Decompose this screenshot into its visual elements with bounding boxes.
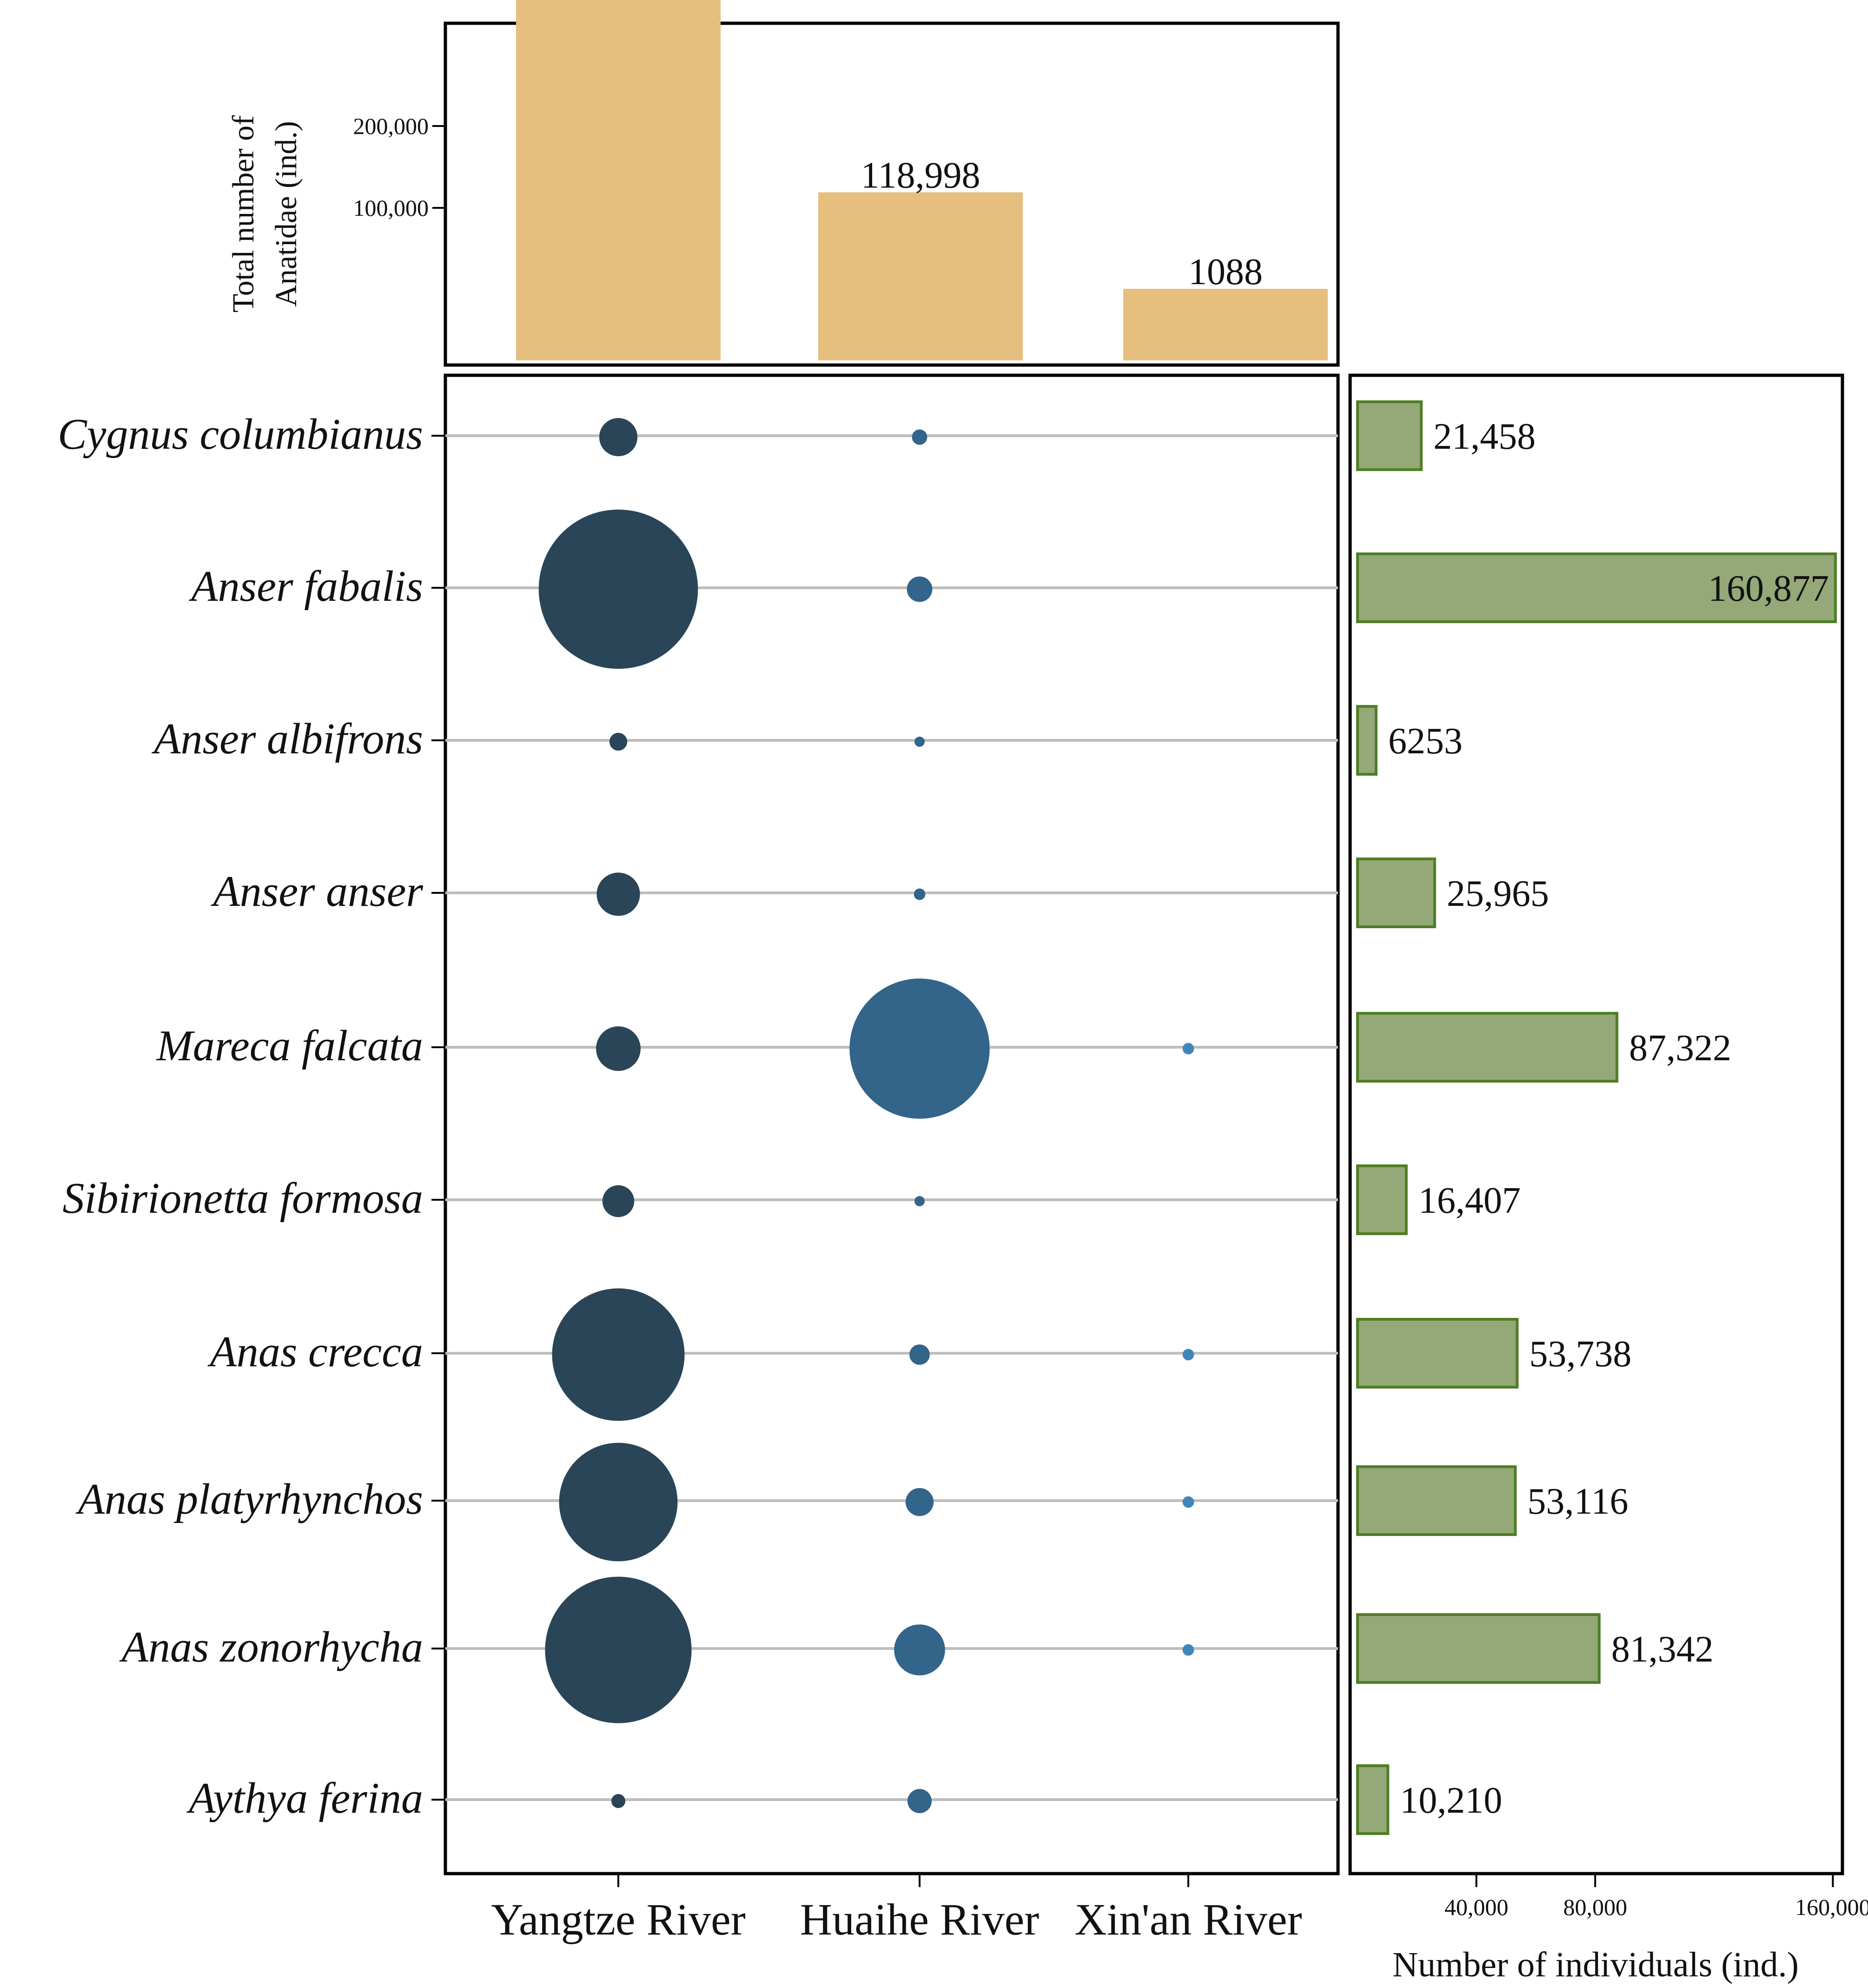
top-panel-frame	[444, 21, 1340, 367]
river-label-huaihe-river: Huaihe River	[800, 1895, 1040, 1944]
bubble-yangtze-river	[538, 509, 698, 669]
bubble-yangtze-river	[596, 872, 640, 916]
species-total-bar-chart: 21,458 160,877 6253 25,965 87,322 16,407 53,73…	[1348, 373, 1868, 1984]
species-row-sibirionetta-formosa: Sibirionetta formosa	[62, 1174, 1338, 1223]
bubble-xin-an-river	[1182, 1043, 1194, 1055]
bubble-yangtze-river	[545, 1576, 692, 1723]
species-by-river-bubble-chart: Cygnus columbianus Anser fabalis Anser alb…	[58, 373, 1340, 1944]
bubble-yangtze-river	[559, 1443, 678, 1562]
species-label: Aythya ferina	[186, 1774, 423, 1822]
species-label: Anas zonorhycha	[119, 1623, 423, 1671]
bubble-yangtze-river	[552, 1288, 685, 1421]
species-row-aythya-ferina: Aythya ferina	[186, 1774, 1338, 1822]
right-panel-frame	[1348, 373, 1844, 1875]
total-bar-value-label: 118,998	[861, 155, 980, 196]
species-label: Anser fabalis	[188, 562, 423, 611]
species-row-mareca-falcata: Mareca falcata	[156, 978, 1338, 1119]
species-total-value-label: 25,965	[1447, 873, 1549, 914]
species-row-anas-crecca: Anas crecca	[207, 1288, 1338, 1421]
bubble-huaihe-river	[914, 737, 925, 747]
species-total-value-label: 6253	[1388, 721, 1463, 762]
species-row-anas-platyrhynchos: Anas platyrhynchos	[75, 1443, 1338, 1562]
right-x-tick-label: 40,000	[1444, 1894, 1509, 1920]
total-bar-value-label: 1088	[1188, 252, 1263, 293]
species-row-anser-fabalis: Anser fabalis	[188, 509, 1338, 669]
bubble-yangtze-river	[609, 732, 628, 751]
species-row-anas-zonorhycha: Anas zonorhycha	[119, 1576, 1338, 1723]
species-total-value-label: 53,738	[1529, 1334, 1631, 1375]
species-total-value-label: 10,210	[1400, 1780, 1502, 1821]
bubble-huaihe-river	[907, 1789, 932, 1814]
species-total-bar	[1356, 1613, 1601, 1684]
total-bar-xin-an-river	[1123, 289, 1328, 360]
species-label: Sibirionetta formosa	[62, 1174, 423, 1223]
bubble-yangtze-river	[611, 1794, 626, 1808]
species-total-bar	[1356, 552, 1837, 623]
species-total-bar	[1356, 1012, 1618, 1083]
species-total-value-label: 16,407	[1418, 1180, 1521, 1221]
species-total-bar	[1356, 858, 1436, 928]
species-total-value-label: 53,116	[1527, 1481, 1628, 1522]
species-row-cygnus-columbianus: Cygnus columbianus	[58, 410, 1338, 459]
species-label: Anas crecca	[207, 1328, 423, 1376]
species-total-bar	[1356, 1465, 1517, 1536]
bubble-huaihe-river	[912, 429, 927, 445]
right-x-tick-label: 160,000	[1795, 1894, 1868, 1920]
top-y-axis-label-line2: Anatidae (ind.)	[269, 121, 303, 307]
species-row-anser-albifrons: Anser albifrons	[151, 715, 1338, 763]
river-label-xin-an-river: Xin'an River	[1074, 1895, 1302, 1944]
species-row-anser-anser: Anser anser	[210, 867, 1338, 916]
species-label: Mareca falcata	[156, 1022, 423, 1070]
bubble-huaihe-river	[905, 1488, 934, 1516]
top-y-axis-label-line1: Total number of	[226, 115, 260, 312]
bubble-yangtze-river	[596, 1026, 641, 1071]
species-total-bar	[1356, 1764, 1390, 1835]
bubble-huaihe-river	[914, 1196, 925, 1206]
bubble-huaihe-river	[909, 1344, 930, 1365]
bubble-huaihe-river	[849, 978, 990, 1119]
species-total-bar	[1356, 1164, 1408, 1235]
species-total-bar	[1356, 1318, 1519, 1389]
species-label: Anser albifrons	[151, 715, 423, 763]
bubble-yangtze-river	[599, 418, 638, 457]
species-total-value-label: 87,322	[1629, 1028, 1731, 1069]
right-x-axis-label: Number of individuals (ind.)	[1392, 1945, 1799, 1984]
total-bar-huaihe-river	[818, 192, 1023, 360]
species-label: Anas platyrhynchos	[75, 1475, 423, 1523]
species-total-value-label: 160,877	[1708, 568, 1829, 609]
top-y-tick-label: 200,000	[353, 113, 429, 139]
bubble-yangtze-river	[602, 1185, 635, 1217]
species-total-value-label: 81,342	[1611, 1629, 1714, 1670]
bubble-panel-frame	[444, 373, 1340, 1875]
species-label: Anser anser	[210, 867, 423, 916]
bubble-xin-an-river	[1182, 1496, 1194, 1508]
bubble-huaihe-river	[914, 888, 926, 900]
top-y-tick-label: 100,000	[353, 195, 429, 221]
species-total-bar	[1356, 705, 1378, 776]
bubble-xin-an-river	[1182, 1644, 1194, 1656]
river-label-yangtze-river: Yangtze River	[491, 1895, 746, 1944]
bubble-huaihe-river	[894, 1624, 945, 1676]
species-total-value-label: 21,458	[1433, 416, 1536, 457]
bubble-xin-an-river	[1182, 1349, 1194, 1361]
bubble-huaihe-river	[907, 576, 933, 602]
total-bar-yangtze-river	[516, 0, 721, 361]
species-total-bar	[1356, 400, 1423, 471]
right-x-tick-label: 80,000	[1563, 1894, 1627, 1920]
species-label: Cygnus columbianus	[58, 410, 423, 459]
